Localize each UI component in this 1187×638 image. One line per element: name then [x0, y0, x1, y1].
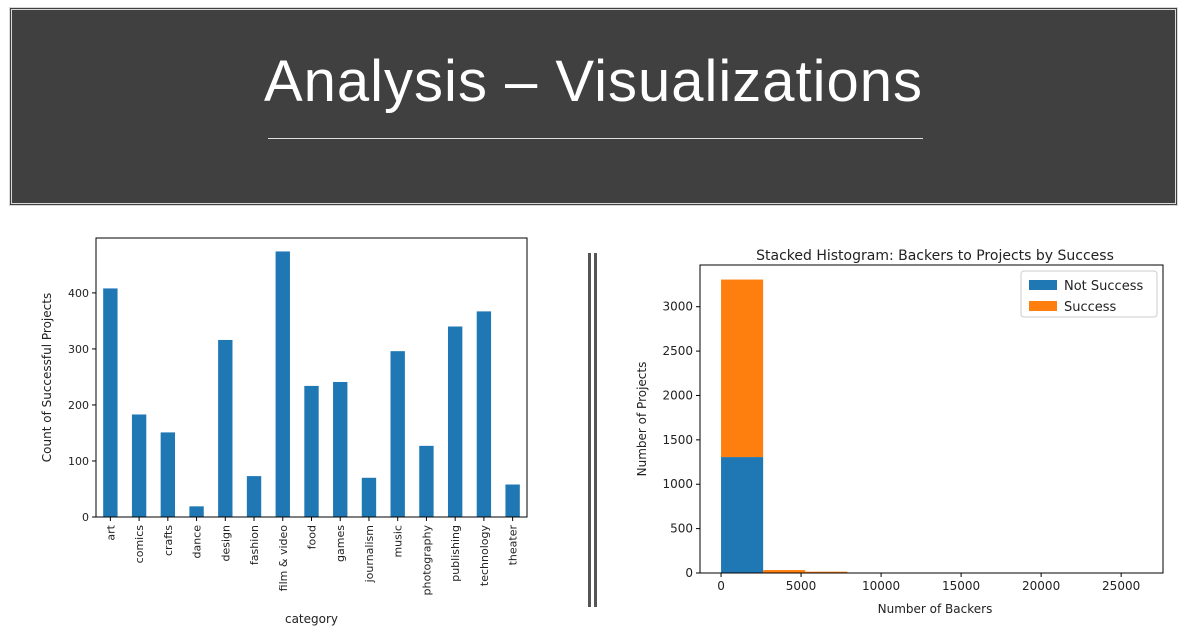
x-tick-label: games — [334, 525, 347, 562]
x-tick-label: fashion — [248, 525, 261, 565]
bar-crafts — [160, 432, 176, 517]
y-tick-label: 400 — [68, 287, 89, 300]
y-tick-label: 0 — [685, 566, 693, 580]
x-tick-label: 20000 — [1022, 579, 1060, 593]
backers-stacked-histogram: 0 5000 10000 15000 20000 25000 0 500 1000 1500 200… — [635, 248, 1164, 616]
x-tick-label: theater — [507, 525, 520, 566]
bar-film-video — [275, 251, 290, 517]
y-tick-label: 2000 — [662, 388, 693, 402]
bar-food — [304, 385, 319, 517]
bar-success-bin-1 — [763, 570, 806, 573]
y-tick-label: 1000 — [662, 477, 693, 491]
chart-title: Stacked Histogram: Backers to Projects b… — [756, 248, 1114, 264]
x-tick-label: music — [392, 525, 405, 558]
legend-swatch-success — [1029, 301, 1057, 311]
y-axis-label: Number of Projects — [635, 362, 649, 477]
plot-frame — [699, 264, 1164, 574]
y-tick-label: 200 — [68, 399, 89, 412]
bar-music — [390, 351, 405, 517]
bar-design — [218, 339, 233, 517]
x-tick-label: 5000 — [786, 579, 817, 593]
y-tick-label: 0 — [82, 511, 89, 524]
y-tick-label: 2500 — [662, 344, 693, 358]
title-underline — [268, 138, 923, 139]
bar-comics — [131, 414, 147, 517]
x-axis-label: Number of Backers — [878, 602, 993, 616]
x-tick-label: 15000 — [942, 579, 980, 593]
bar-technology — [476, 311, 492, 517]
bar-dance — [189, 506, 204, 517]
legend: Not Success Success — [1020, 270, 1158, 318]
x-axis-label: category — [285, 612, 338, 626]
bar-theater — [505, 484, 520, 517]
x-tick-label: technology — [478, 525, 491, 587]
x-tick-label: art — [104, 524, 117, 540]
x-tick-label: crafts — [162, 525, 175, 556]
bar-photography — [419, 445, 434, 517]
divider-line-right — [594, 253, 597, 607]
x-tick-label: film & video — [277, 525, 290, 592]
legend-label-success: Success — [1064, 300, 1117, 315]
x-tick-label: 0 — [717, 579, 725, 593]
bar-not-success-bin-0 — [721, 457, 764, 573]
x-tick-label: dance — [191, 525, 204, 559]
legend-swatch-not-success — [1029, 280, 1057, 290]
x-tick-label: design — [219, 525, 232, 562]
bar-success-bin-2 — [805, 571, 848, 573]
y-axis-label: Count of Successful Projects — [40, 293, 54, 462]
y-tick-label: 3000 — [662, 300, 693, 314]
y-tick-label: 300 — [68, 343, 89, 356]
x-tick-label: publishing — [449, 525, 462, 582]
x-tick-label: photography — [420, 525, 433, 596]
x-tick-label: 10000 — [862, 579, 900, 593]
legend-label-not-success: Not Success — [1064, 279, 1143, 294]
bar-fashion — [246, 476, 262, 517]
y-tick-label: 100 — [68, 455, 89, 468]
bar-publishing — [447, 326, 463, 517]
x-tick-label: 25000 — [1102, 579, 1140, 593]
page-title: Analysis – Visualizations — [263, 49, 924, 114]
y-tick-label: 1500 — [662, 433, 693, 447]
x-tick-label: food — [306, 525, 319, 549]
category-bar-chart: art comics crafts dance design fashion film & … — [40, 237, 528, 626]
bar-success-bin-0 — [721, 279, 764, 458]
bar-journalism — [361, 477, 377, 517]
divider-line-left — [588, 253, 591, 607]
bar-art — [103, 288, 118, 517]
bar-games — [333, 381, 348, 517]
x-tick-label: comics — [133, 525, 146, 564]
y-tick-label: 500 — [670, 522, 693, 536]
x-tick-label: journalism — [363, 525, 376, 583]
plot-frame — [95, 237, 528, 518]
title-banner: Analysis – Visualizations — [9, 7, 1178, 206]
